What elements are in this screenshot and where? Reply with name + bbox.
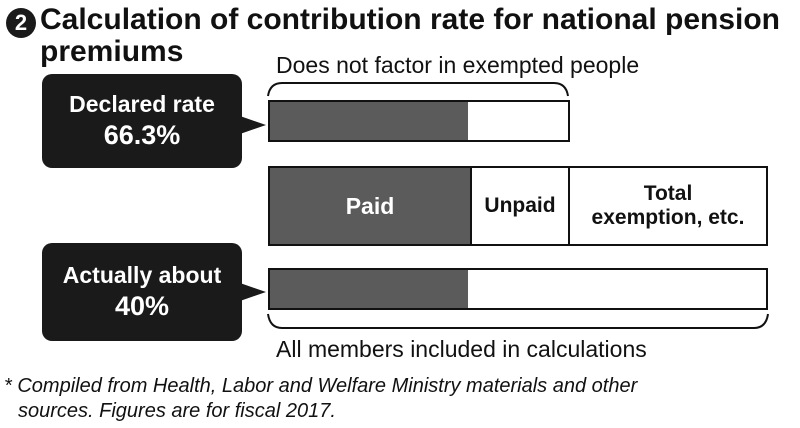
actual-bracket	[267, 313, 769, 329]
actual-rate-callout: Actually about 40%	[42, 243, 242, 341]
actual-paid-fill	[270, 270, 469, 308]
declared-paid-fill	[270, 102, 468, 140]
actual-rate-label: Actually about	[62, 262, 222, 288]
actual-callout-pointer	[240, 283, 266, 301]
unpaid-segment: Unpaid	[470, 168, 568, 244]
page-title: Calculation of contribution rate for nat…	[40, 3, 781, 68]
paid-segment: Paid	[270, 168, 470, 244]
declared-rate-bar	[268, 100, 570, 142]
title-row: 2 Calculation of contribution rate for n…	[6, 4, 800, 68]
footnote-line-2: sources. Figures are for fiscal 2017.	[18, 400, 336, 422]
breakdown-bar: Paid Unpaid Total exemption, etc.	[268, 166, 768, 246]
actual-rate-value: 40%	[114, 291, 170, 321]
actual-rate-bar	[268, 268, 768, 310]
declared-rate-label: Declared rate	[69, 91, 215, 117]
declared-caption: Does not factor in exempted people	[276, 52, 640, 78]
declared-rate-value: 66.3%	[103, 120, 181, 150]
declared-rate-callout: Declared rate 66.3%	[42, 74, 242, 168]
actual-caption: All members included in calculations	[276, 336, 647, 362]
section-number-badge: 2	[6, 8, 36, 38]
footnote-line-1: * Compiled from Health, Labor and Welfar…	[4, 375, 638, 397]
declared-callout-pointer	[240, 116, 266, 134]
exemption-label-line1: Total	[643, 182, 693, 205]
exemption-segment: Total exemption, etc.	[568, 168, 766, 244]
exemption-label-line2: exemption, etc.	[591, 206, 745, 229]
declared-bracket	[267, 82, 569, 97]
